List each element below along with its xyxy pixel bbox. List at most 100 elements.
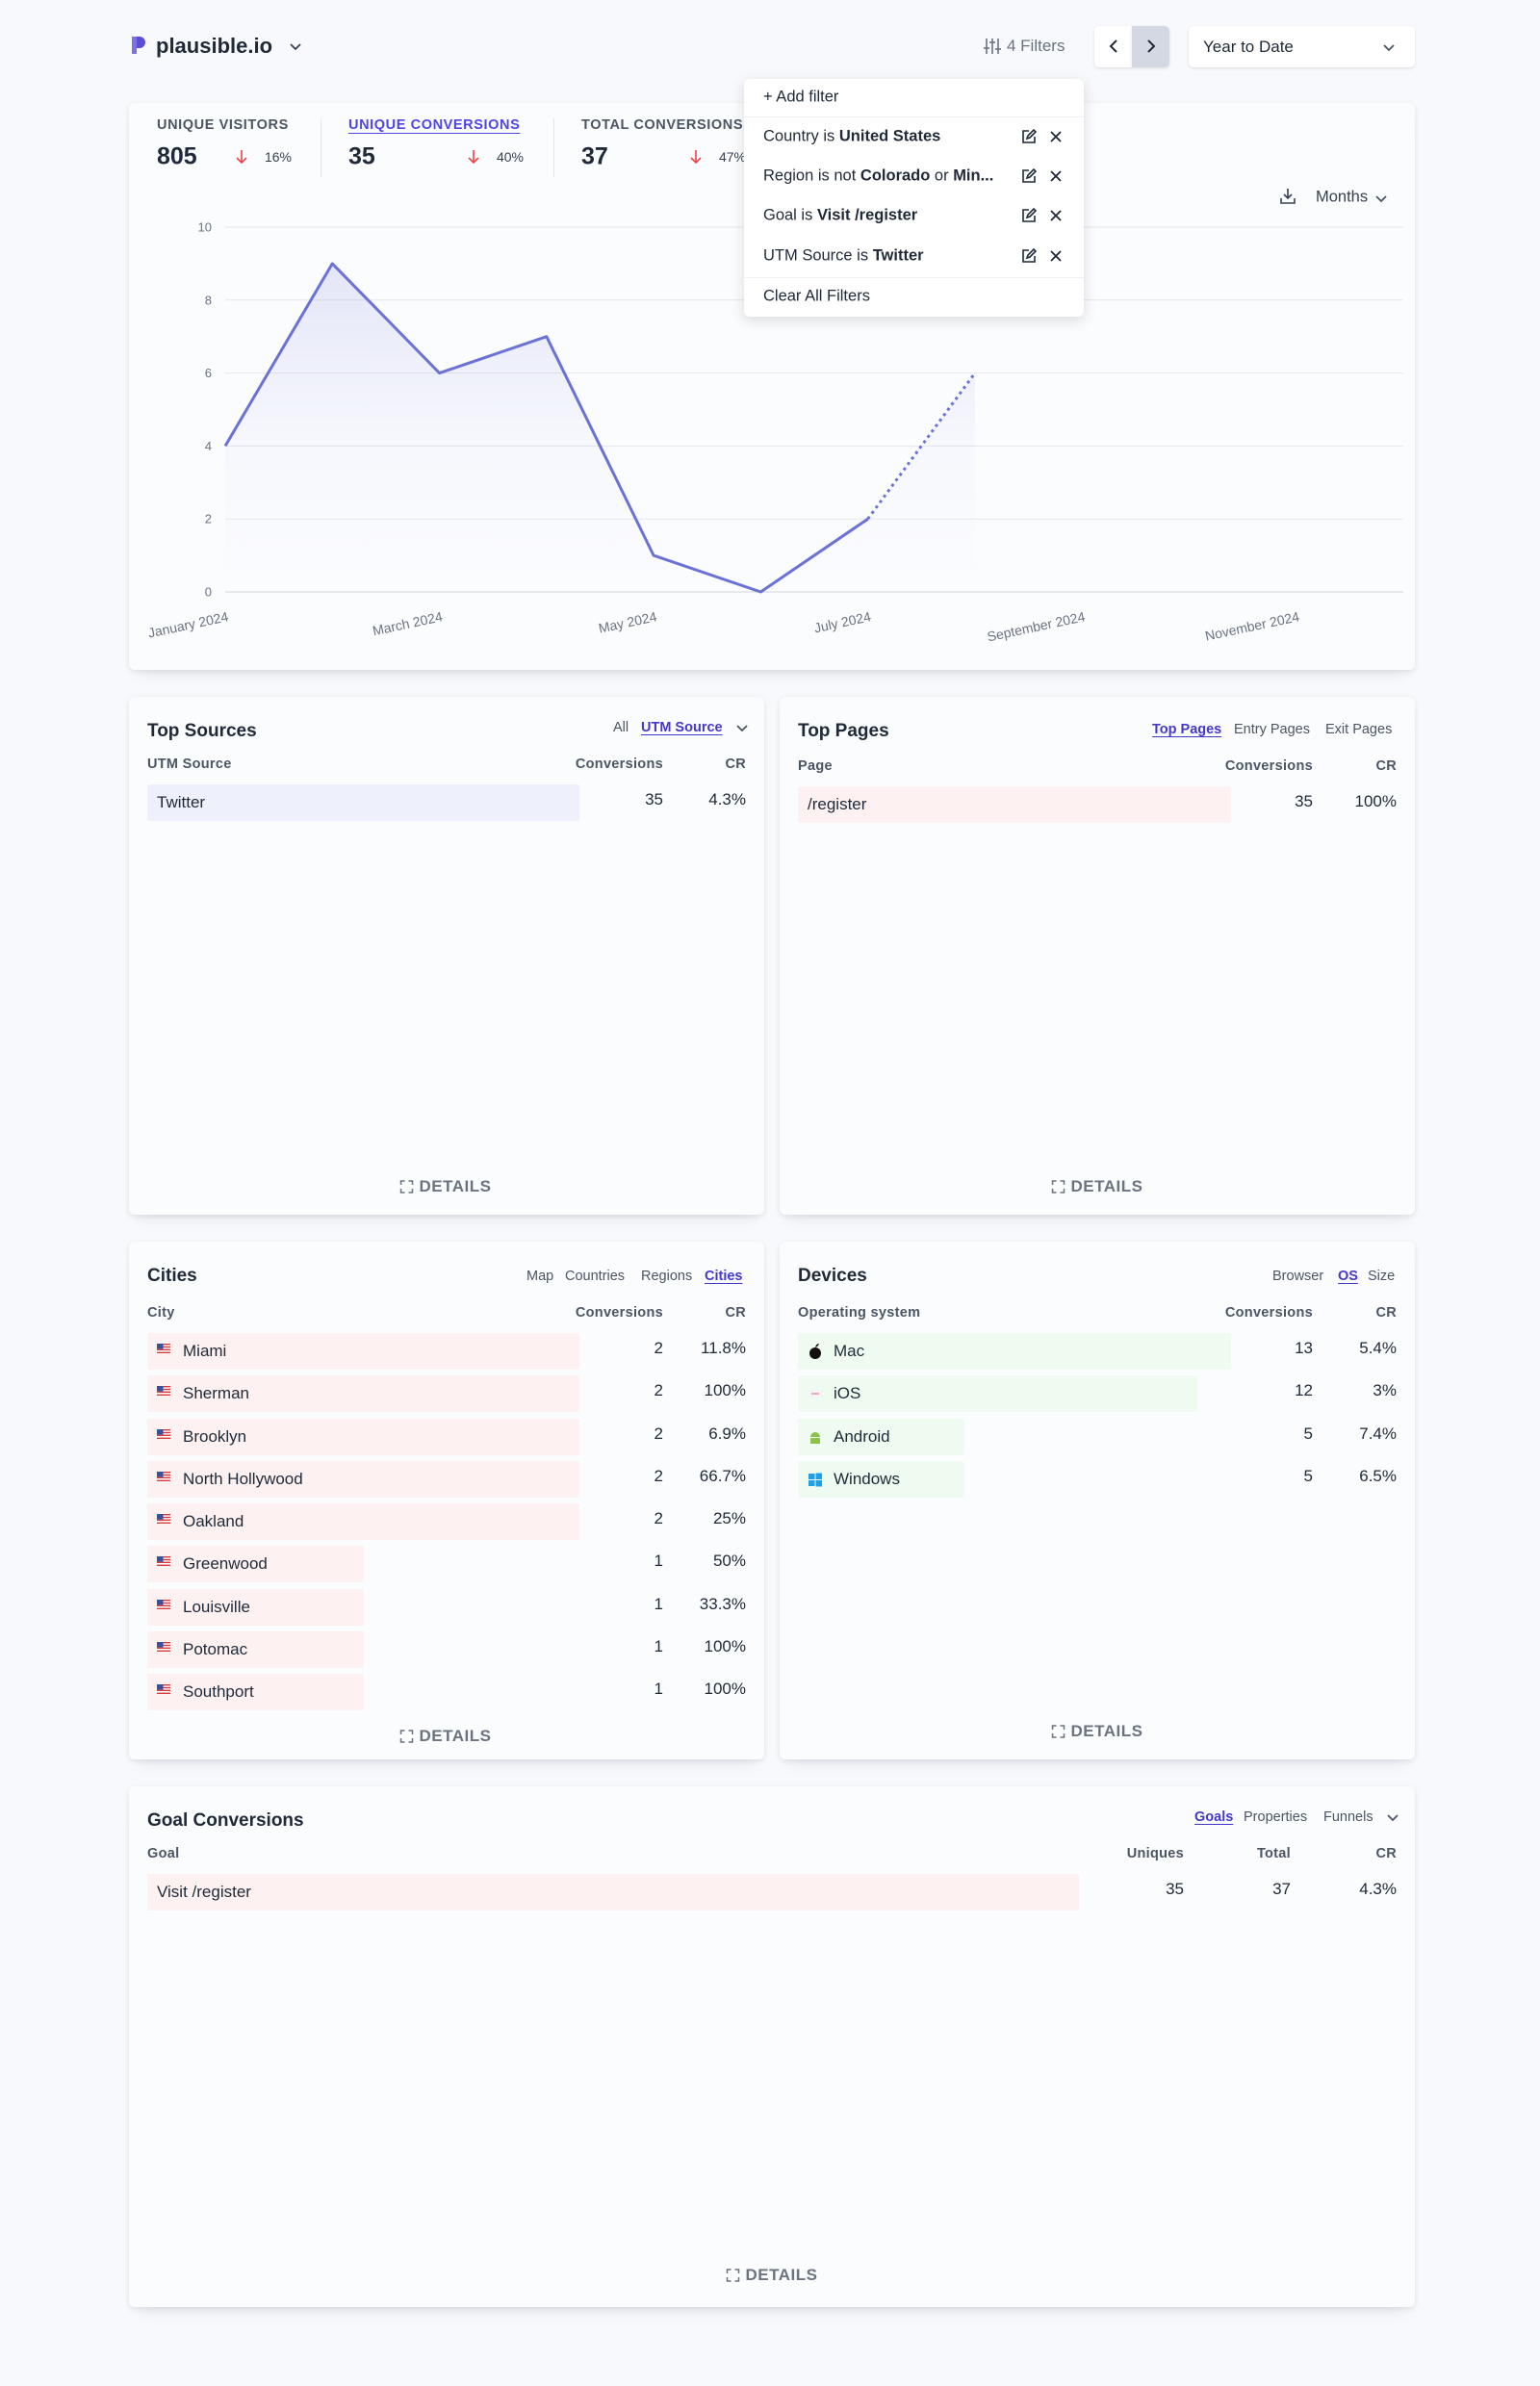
logo [129, 35, 146, 56]
top_sources-card [129, 697, 764, 1215]
panel-tab[interactable]: Regions [641, 1269, 693, 1284]
panel-tab[interactable]: Exit Pages [1325, 722, 1393, 737]
row-label[interactable]: Windows [834, 1469, 900, 1488]
download-icon[interactable] [1278, 187, 1297, 206]
details-glyph [726, 2269, 740, 2282]
bar [147, 784, 579, 821]
row-label[interactable]: Miami [183, 1342, 227, 1360]
column-header: CR [725, 757, 746, 772]
bar [147, 1630, 364, 1668]
remove-filter[interactable] [1049, 130, 1063, 143]
row-label[interactable]: Southport [183, 1682, 254, 1702]
menu-divider [744, 116, 1084, 117]
details-button[interactable]: DETAILS [1051, 1722, 1143, 1741]
site-name[interactable]: plausible.io [156, 34, 273, 58]
os-icon [808, 1429, 823, 1445]
details-button[interactable]: DETAILS [726, 2266, 818, 2285]
panel-tab[interactable]: Properties [1244, 1809, 1308, 1825]
row-label[interactable]: Potomac [183, 1639, 248, 1658]
row-label[interactable]: Brooklyn [183, 1426, 247, 1446]
filter-text: Goal is [763, 206, 813, 224]
remove-filter[interactable] [1049, 209, 1063, 222]
details-button[interactable]: DETAILS [399, 1727, 492, 1746]
flag-icon [157, 1386, 172, 1401]
panel-tab[interactable]: Size [1368, 1269, 1396, 1284]
remove-filter[interactable] [1049, 169, 1063, 183]
menu-divider [744, 277, 1084, 278]
row-value: 35 [645, 790, 663, 808]
edit-filter[interactable] [1021, 247, 1038, 264]
clear-filters[interactable]: Clear All Filters [763, 287, 870, 305]
flag-icon-glyph [157, 1514, 170, 1525]
panel-tab[interactable]: Map [526, 1269, 554, 1284]
details-icon [726, 2269, 740, 2282]
row-label[interactable]: Visit /register [157, 1883, 251, 1901]
panel-tab[interactable]: Funnels [1323, 1809, 1373, 1825]
os-icon-glyph [809, 1344, 821, 1359]
bar [798, 1333, 1231, 1370]
filter-item[interactable]: Region is not Colorado or Min... [763, 167, 993, 186]
stat-value: 37 [581, 142, 608, 170]
filter-item[interactable]: Country is United States [763, 128, 940, 146]
stat-label[interactable]: UNIQUE CONVERSIONS [348, 117, 521, 133]
edit-glyph [1022, 247, 1038, 263]
remove-filter[interactable] [1049, 249, 1063, 263]
row-value: 35 [1166, 1880, 1184, 1898]
row-value: 33.3% [699, 1594, 746, 1613]
row-label[interactable]: Mac [834, 1342, 865, 1360]
add-filter[interactable]: + Add filter [763, 88, 839, 106]
flag-icon-glyph [157, 1428, 170, 1439]
bar [147, 1333, 579, 1370]
edit-filter[interactable] [1021, 167, 1038, 184]
next-chevron-glyph [1147, 39, 1156, 53]
stat-label[interactable]: UNIQUE VISITORS [157, 117, 289, 133]
filter-icon [984, 37, 1001, 56]
stat-label[interactable]: TOTAL CONVERSIONS [581, 117, 744, 133]
panel-tab[interactable]: OS [1338, 1269, 1358, 1284]
row-label[interactable]: iOS [834, 1384, 861, 1403]
row-label[interactable]: Greenwood [183, 1554, 268, 1574]
panel-tab[interactable]: Top Pages [1152, 722, 1222, 737]
row-value: 35 [1295, 792, 1313, 810]
row-label[interactable]: Oakland [183, 1512, 244, 1531]
panel-tab[interactable]: Browser [1272, 1269, 1324, 1284]
details-button[interactable]: DETAILS [399, 1177, 492, 1196]
row-value: 2 [654, 1381, 663, 1400]
interval-picker[interactable]: Months [1316, 188, 1369, 206]
edit-filter[interactable] [1021, 128, 1038, 144]
panel-tab[interactable]: All [613, 720, 629, 735]
stat-change: 47% [718, 149, 746, 165]
row-label[interactable]: Louisville [183, 1597, 250, 1616]
filter-item[interactable]: Goal is Visit /register [763, 207, 917, 225]
panel-tab[interactable]: Countries [565, 1269, 626, 1284]
panel-tab[interactable]: UTM Source [641, 720, 723, 735]
row-label[interactable]: North Hollywood [183, 1469, 303, 1488]
row-value: 1 [654, 1636, 663, 1655]
remove-glyph [1050, 170, 1062, 182]
tab-caret [1386, 1811, 1399, 1823]
row-label[interactable]: /register [808, 795, 867, 813]
row-label[interactable]: Sherman [183, 1384, 249, 1403]
filter-text: UTM Source is [763, 246, 869, 265]
next-button[interactable] [1132, 26, 1169, 67]
details-button[interactable]: DETAILS [1051, 1177, 1143, 1196]
row-label[interactable]: Twitter [157, 793, 206, 811]
column-header: Goal [147, 1846, 180, 1861]
column-header: Conversions [1224, 1305, 1313, 1321]
bar [147, 1460, 579, 1498]
filter-item[interactable]: UTM Source is Twitter [763, 247, 924, 266]
panel-tab[interactable]: Entry Pages [1234, 722, 1310, 737]
panel-tab[interactable]: Goals [1194, 1809, 1234, 1825]
edit-filter[interactable] [1021, 207, 1038, 223]
bar [147, 1588, 364, 1626]
details-label: DETAILS [419, 1177, 492, 1195]
os-icon [808, 1472, 823, 1487]
panel-tab[interactable]: Cities [705, 1269, 743, 1284]
period-picker[interactable] [1189, 26, 1415, 67]
bar [798, 786, 1231, 823]
top_pages-card [780, 697, 1415, 1215]
row-label[interactable]: Android [834, 1426, 890, 1446]
prev-button[interactable] [1094, 26, 1132, 67]
filters-button[interactable]: 4 Filters [1007, 37, 1065, 55]
flag-icon [157, 1599, 172, 1615]
